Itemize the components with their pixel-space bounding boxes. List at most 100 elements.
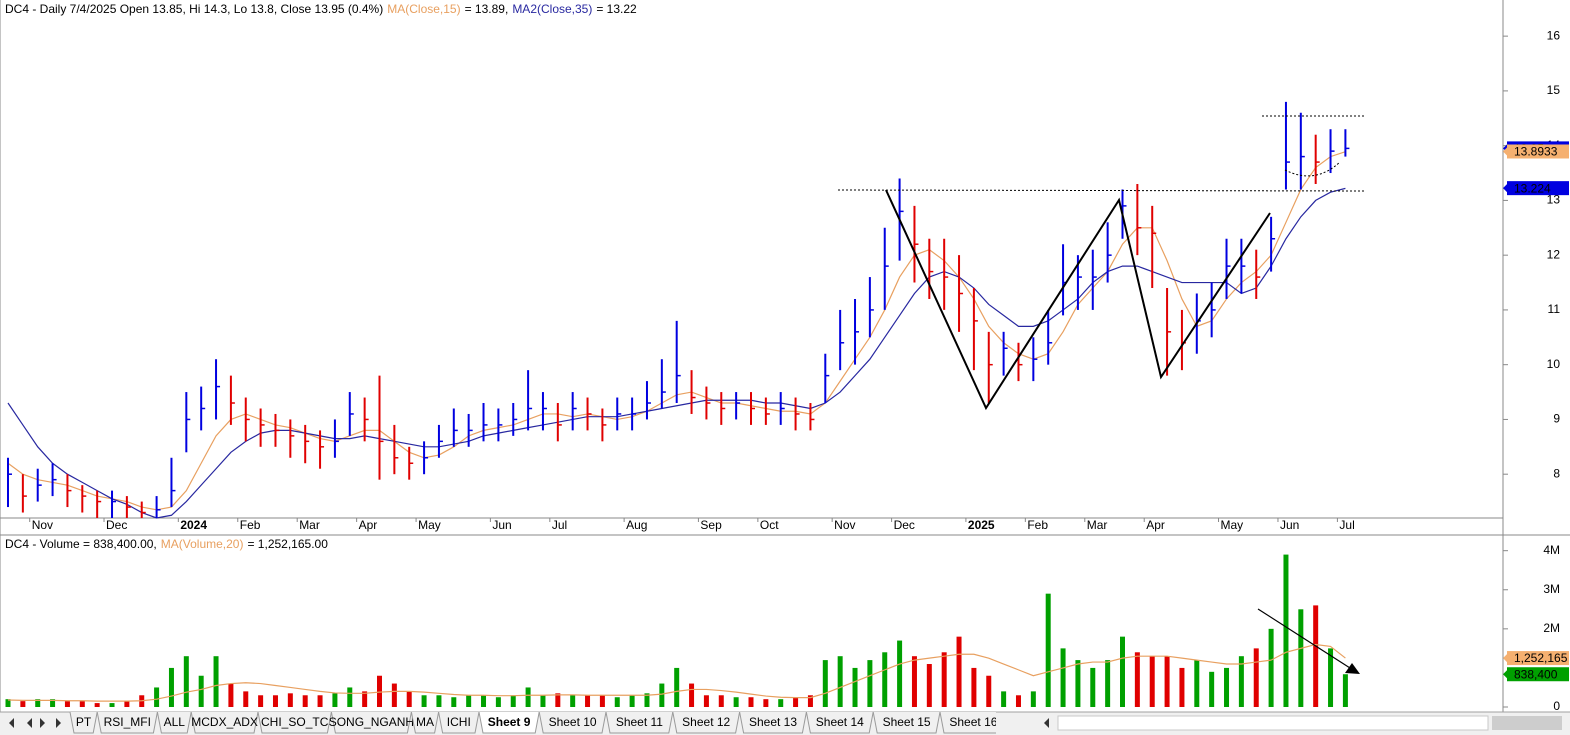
last-value-tag	[1507, 181, 1569, 196]
volume-bar	[941, 652, 947, 707]
volume-bar	[956, 636, 962, 707]
volume-bar	[1238, 656, 1244, 707]
volume-bar	[793, 697, 799, 707]
volume-bar	[377, 675, 382, 707]
legend-name: MA2(Close,35)	[512, 2, 592, 16]
sheet-tab-label[interactable]: MCDX_ADX	[191, 715, 258, 729]
sheet-tab[interactable]	[739, 712, 807, 734]
volume-bar	[674, 667, 680, 707]
y-tick-label: 3M	[1543, 582, 1560, 596]
sheet-tab-label[interactable]: Sheet 15	[883, 715, 931, 729]
volume-bar	[362, 691, 368, 707]
volume-bar	[228, 683, 234, 707]
x-tick-label: Oct	[760, 518, 779, 532]
scroll-left[interactable]	[1044, 718, 1049, 728]
volume-bar	[35, 699, 41, 707]
volume-bar	[614, 697, 620, 707]
volume-bar	[1224, 667, 1230, 707]
sheet-tab-label[interactable]: Sheet 9	[488, 715, 531, 729]
sheet-tab-label[interactable]: RSI_MFI	[104, 715, 151, 729]
volume-bar	[436, 695, 442, 707]
volume-bar	[1209, 671, 1215, 707]
x-tick-label: Mar	[299, 518, 320, 532]
sheet-tab-label[interactable]: Sheet 10	[549, 715, 597, 729]
volume-bar	[332, 693, 338, 707]
sheet-tab[interactable]	[672, 712, 741, 734]
volume-bar	[391, 683, 397, 707]
scroll-thumb[interactable]	[1492, 716, 1562, 730]
sheet-tab[interactable]	[605, 712, 674, 734]
sheet-tab-label[interactable]: Sheet 13	[749, 715, 797, 729]
volume-bar	[109, 703, 115, 707]
y-tick-label: 11	[1548, 302, 1561, 316]
sheet-tab-label[interactable]: CHI_SO_TC	[261, 715, 329, 729]
volume-title: DC4 - Volume = 838,400.00,	[5, 537, 157, 551]
volume-bar	[1179, 667, 1185, 707]
volume-bar	[718, 695, 724, 707]
nav-next[interactable]	[40, 718, 45, 728]
volume-bar	[495, 697, 501, 707]
sheet-tab-label[interactable]: Sheet 12	[682, 715, 730, 729]
x-tick-label: Dec	[894, 518, 915, 532]
sheet-tab[interactable]	[478, 712, 540, 734]
sheet-tab-label[interactable]: Sheet 14	[816, 715, 864, 729]
volume-bar	[882, 652, 888, 707]
volume-bar	[154, 687, 160, 707]
sheet-tab[interactable]	[538, 712, 607, 734]
volume-bar	[317, 695, 323, 707]
sheet-tab-label[interactable]: Sheet 11	[616, 715, 663, 729]
tag-pointer	[1503, 669, 1508, 680]
sheet-tab[interactable]	[190, 712, 259, 734]
sheet-tab[interactable]	[69, 712, 98, 734]
sheet-tab-label[interactable]: Sheet 16	[949, 715, 997, 729]
volume-bar	[570, 695, 576, 707]
volume-bar	[733, 697, 739, 707]
volume-bar	[599, 695, 605, 707]
volume-trend-arrow	[1257, 608, 1351, 669]
volume-bar	[703, 695, 709, 707]
sheet-tab[interactable]	[96, 712, 158, 734]
volume-bar	[644, 693, 650, 707]
sheet-tab[interactable]	[410, 712, 440, 734]
volume-bar	[1253, 648, 1259, 707]
volume-bar	[94, 703, 100, 707]
last-value-label: 13.8933	[1514, 145, 1558, 159]
sheet-tab[interactable]	[939, 712, 1007, 734]
nav-first[interactable]	[9, 718, 14, 728]
x-tick-label: Feb	[240, 518, 261, 532]
nav-prev[interactable]	[27, 718, 32, 728]
x-tick-label: Mar	[1087, 518, 1108, 532]
volume-bar	[1060, 648, 1066, 707]
volume-bar	[1268, 628, 1274, 707]
legend-value: = 1,252,165.00	[247, 537, 328, 551]
volume-bar	[867, 660, 873, 707]
volume-bar	[421, 695, 427, 707]
y-tick-label: 10	[1547, 357, 1561, 371]
sheet-tab[interactable]	[438, 712, 480, 734]
nav-last[interactable]	[56, 718, 61, 728]
x-tick-label: Jun	[492, 518, 511, 532]
sheet-tab-label[interactable]: PT	[76, 715, 92, 729]
sheet-tab-label[interactable]: MA	[416, 715, 434, 729]
volume-bar	[778, 699, 784, 707]
sheet-tab-label[interactable]: ICHI	[447, 715, 471, 729]
volume-bar	[525, 687, 531, 707]
volume-bar	[1283, 554, 1289, 707]
sheet-tab[interactable]	[330, 712, 412, 734]
volume-bar	[64, 701, 70, 707]
sheet-tab-label[interactable]: SONG_NGANH	[329, 715, 414, 729]
sheet-tab[interactable]	[156, 712, 192, 734]
volume-bar	[168, 667, 174, 707]
sheet-tab[interactable]	[872, 712, 941, 734]
volume-bar	[406, 691, 412, 707]
sheet-tab[interactable]	[805, 712, 874, 734]
sheet-tab[interactable]	[257, 712, 332, 734]
last-value-tag	[1507, 144, 1569, 159]
volume-bar	[347, 687, 353, 707]
horizontal-scrollbar[interactable]	[1057, 715, 1489, 731]
volume-bar	[272, 695, 278, 707]
volume-legend: DC4 - Volume = 838,400.00, MA(Volume,20) =…	[5, 537, 328, 551]
sheet-tab-label[interactable]: ALL	[164, 715, 186, 729]
volume-bar	[748, 697, 754, 707]
